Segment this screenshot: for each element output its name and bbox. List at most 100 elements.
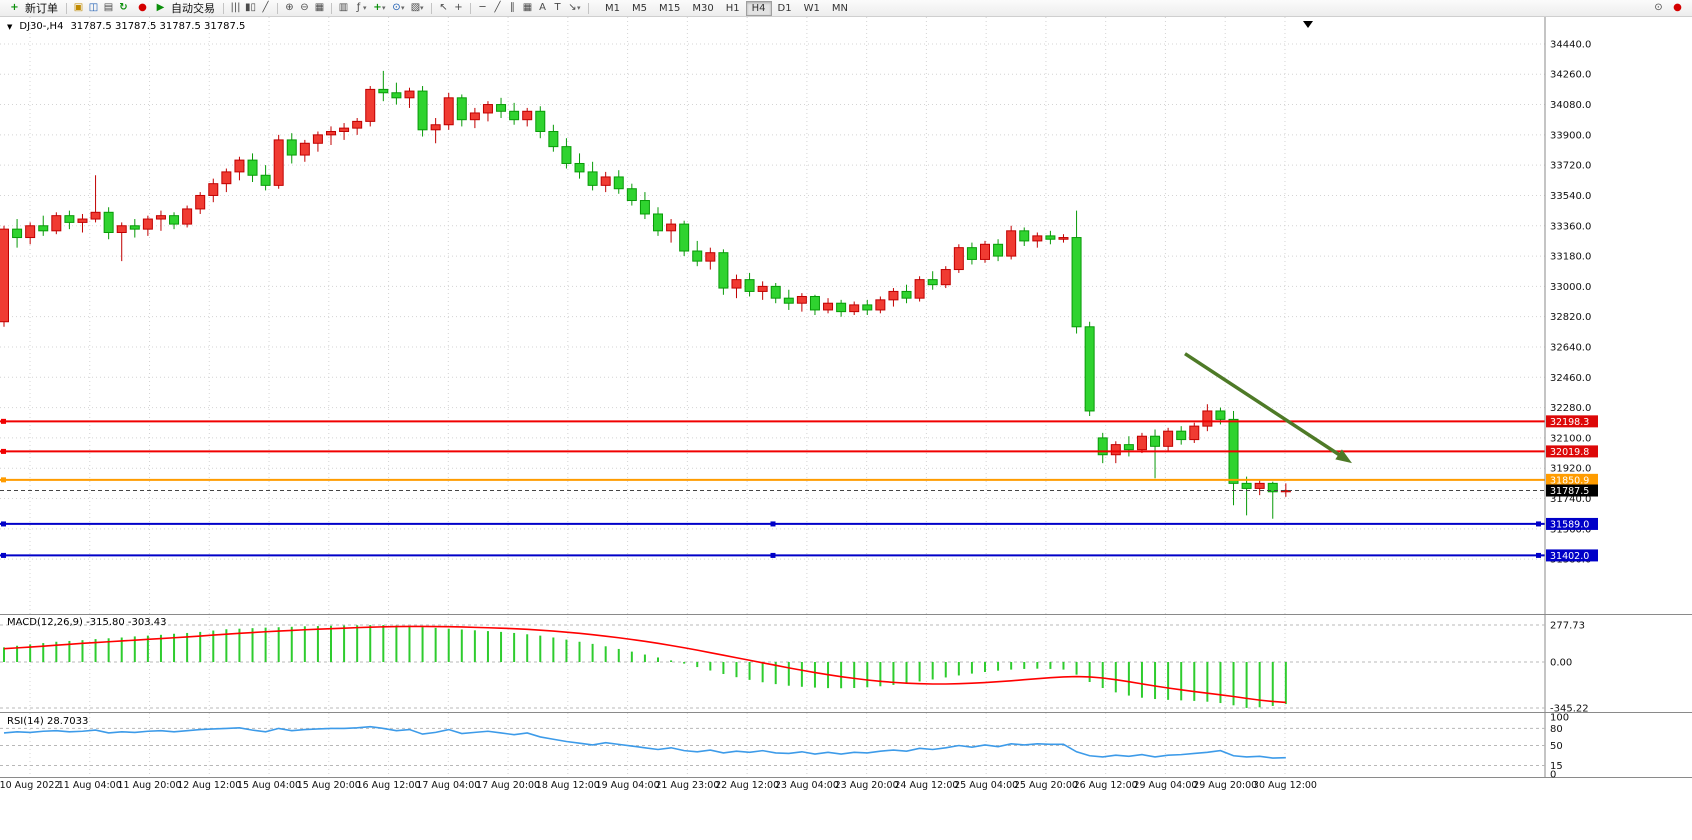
candle: [1006, 230, 1017, 257]
timeframe-m30[interactable]: M30: [692, 2, 714, 14]
level-handle[interactable]: [1, 552, 6, 558]
chart-shift-marker-icon[interactable]: [1303, 21, 1313, 28]
macd-panel: 277.73 0.00 -345.22: [0, 621, 1589, 715]
profiles-icon[interactable]: ◫: [88, 2, 99, 13]
refresh-icon[interactable]: ↻: [119, 2, 128, 13]
rsi-axis-label: 100: [1550, 713, 1569, 724]
candle: [391, 92, 402, 99]
timeframe-d1[interactable]: D1: [777, 2, 792, 14]
market-watch-icon[interactable]: ▤: [103, 2, 114, 13]
candle: [247, 159, 258, 176]
toolbar-separator: [470, 2, 471, 14]
chart-window-icon[interactable]: ▣: [73, 2, 84, 13]
candle: [718, 252, 729, 289]
candle: [626, 188, 637, 202]
level-handle[interactable]: [770, 552, 776, 558]
price-axis-label: 31920.0: [1550, 464, 1591, 475]
chevron-down-icon[interactable]: ▾: [382, 4, 386, 12]
price-axis-label: 32640.0: [1550, 342, 1591, 353]
candles-chart-icon[interactable]: ▮▯: [244, 2, 256, 13]
candle: [221, 171, 232, 185]
timeframe-mn[interactable]: MN: [831, 2, 848, 14]
date-axis-label: 29 Aug 04:00: [1133, 780, 1197, 791]
cursor-icon[interactable]: ↖: [439, 2, 448, 13]
horizontal-line-tool-icon[interactable]: ─: [479, 2, 486, 13]
collapse-icon[interactable]: ▼: [7, 22, 13, 31]
chevron-down-icon[interactable]: ▾: [363, 4, 367, 12]
candle: [1267, 482, 1278, 493]
trend-arrow-line[interactable]: [1184, 352, 1347, 461]
candle: [169, 215, 180, 225]
add-object-icon[interactable]: +: [373, 2, 382, 13]
timeframe-w1[interactable]: W1: [803, 2, 820, 14]
indicators-icon[interactable]: ƒ: [356, 2, 361, 13]
candle: [1032, 235, 1043, 242]
chevron-down-icon[interactable]: ▾: [420, 4, 424, 12]
new-chart-icon[interactable]: ▥: [338, 2, 349, 13]
current-price-tag: 31787.5: [1550, 486, 1589, 497]
candle: [51, 215, 62, 232]
level-handle[interactable]: [770, 521, 776, 527]
level-handle[interactable]: [1536, 521, 1541, 527]
candle: [1189, 425, 1200, 441]
level-price-tag: 32198.3: [1550, 417, 1589, 428]
candle: [757, 285, 768, 292]
candle: [1110, 444, 1121, 456]
candle: [1071, 237, 1082, 328]
zoom-out-icon[interactable]: ⊖: [300, 2, 309, 13]
crosshair-icon[interactable]: +: [454, 2, 463, 13]
candle: [980, 243, 990, 260]
candle: [77, 218, 88, 223]
timeframe-h4[interactable]: H4: [745, 0, 772, 16]
toolbar-separator: [223, 2, 224, 14]
level-handle[interactable]: [1, 477, 6, 483]
symbol-period-label: DJ30-,H4: [19, 21, 64, 32]
new-order-button[interactable]: + 新订单: [3, 1, 62, 15]
record-icon[interactable]: ●: [1673, 2, 1682, 13]
candle: [456, 97, 467, 121]
chevron-down-icon[interactable]: ▾: [401, 4, 405, 12]
autotrade-label: 自动交易: [171, 2, 215, 15]
candle: [587, 171, 598, 186]
level-price-tag: 31402.0: [1550, 551, 1589, 562]
trendline-tool-icon[interactable]: ╱: [494, 2, 501, 13]
date-axis-label: 19 Aug 04:00: [596, 780, 660, 791]
channel-tool-icon[interactable]: ∥: [510, 2, 515, 13]
candle: [1045, 235, 1056, 240]
rsi-name: RSI(14): [7, 716, 44, 727]
candle: [1241, 482, 1252, 489]
level-handle[interactable]: [1536, 552, 1541, 558]
line-chart-icon[interactable]: ╱: [262, 2, 269, 13]
date-axis-label: 18 Aug 12:00: [536, 780, 600, 791]
price-axis-label: 32820.0: [1550, 312, 1591, 323]
level-handle[interactable]: [1, 448, 6, 454]
text-tool-icon[interactable]: A: [539, 2, 546, 13]
search-icon[interactable]: ⊙: [1654, 2, 1663, 13]
level-handle[interactable]: [1, 521, 6, 527]
candle: [809, 295, 820, 311]
arrows-tool-icon[interactable]: ↘: [568, 2, 577, 13]
candle: [90, 211, 101, 220]
level-handle[interactable]: [1, 418, 6, 424]
bars-chart-icon[interactable]: |||: [230, 2, 241, 13]
timeframe-m15[interactable]: M15: [659, 2, 681, 14]
chevron-down-icon[interactable]: ▾: [577, 4, 581, 12]
fibonacci-tool-icon[interactable]: ▦: [522, 2, 533, 13]
label-tool-icon[interactable]: T: [554, 2, 561, 13]
rsi-axis-label: 50: [1550, 741, 1563, 752]
ohlc-values: 31787.5 31787.5 31787.5 31787.5: [70, 21, 246, 32]
candle: [561, 146, 572, 164]
date-axis-label: 23 Aug 20:00: [835, 780, 899, 791]
templates-icon[interactable]: ▧: [410, 2, 421, 13]
autotrade-button[interactable]: ● ▶ 自动交易: [131, 1, 219, 15]
timeframe-m5[interactable]: M5: [632, 2, 647, 14]
zoom-in-icon[interactable]: ⊕: [285, 2, 294, 13]
timeframe-m1[interactable]: M1: [605, 2, 620, 14]
candle: [679, 223, 690, 252]
candle: [1123, 444, 1134, 451]
tile-windows-icon[interactable]: ▦: [314, 2, 325, 13]
timeframe-h1[interactable]: H1: [725, 2, 740, 14]
period-clock-icon[interactable]: ⊙: [392, 2, 401, 13]
